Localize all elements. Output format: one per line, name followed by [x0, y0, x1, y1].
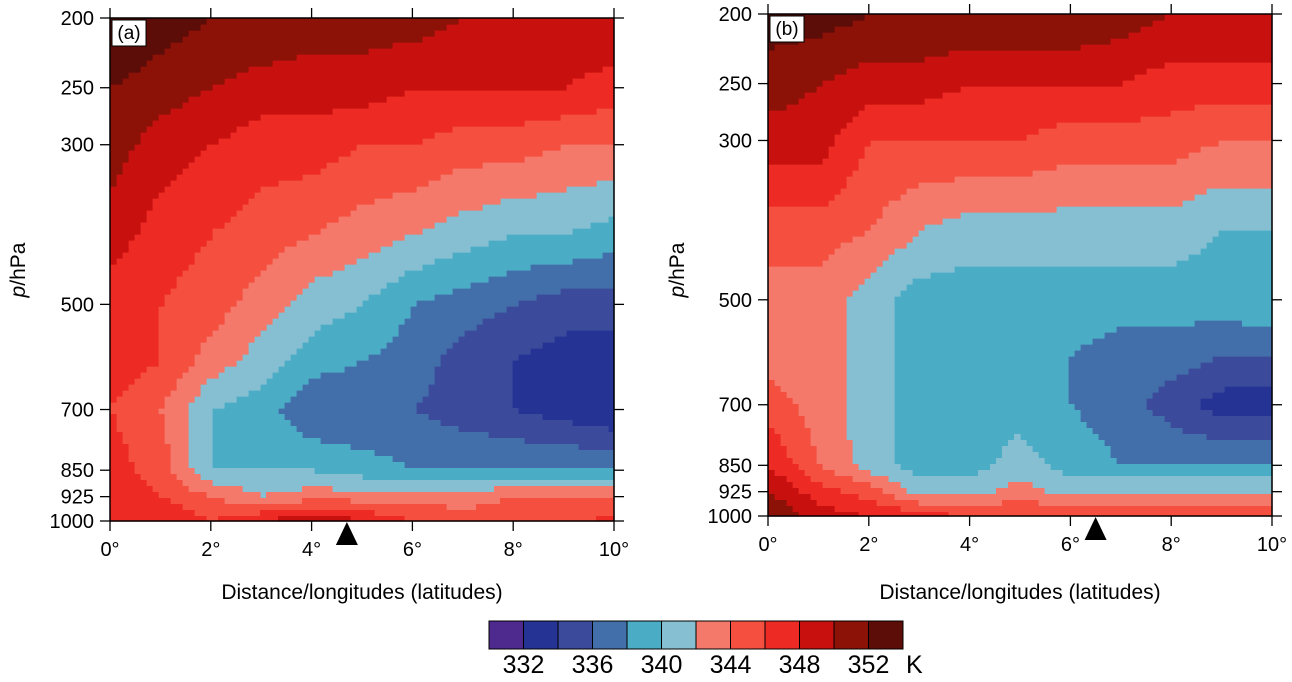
- colorbar-swatch-7: [730, 620, 766, 650]
- panel-a-contour-band-1: [512, 330, 615, 433]
- colorbar-swatch-6: [695, 620, 731, 650]
- panel-a-y-tick-label: 700: [61, 400, 94, 422]
- panel-a-x-tick-label: 10°: [599, 539, 629, 561]
- panel-a-y-tick-label: 200: [61, 8, 94, 30]
- colorbar-label: 348: [779, 651, 821, 679]
- panel-b-x-tick-label: 2°: [859, 534, 878, 556]
- panel-a-y-axis-title-rest: /hPa: [7, 242, 30, 286]
- panel-b-frame: [767, 13, 1273, 517]
- colorbar-labels: 332 336 340 344 348 352: [503, 651, 890, 679]
- panel-b-y-tick-label: 500: [719, 290, 752, 312]
- colorbar-swatch-5: [661, 620, 697, 650]
- panel-b-contour-band-1: [1200, 386, 1273, 417]
- panel-b-y-tick-label: 850: [719, 455, 752, 477]
- panel-b-x-tick-label: 4°: [960, 534, 979, 556]
- panel-b-contour-band-7: [768, 104, 1273, 517]
- colorbar-swatch-10: [833, 620, 869, 650]
- panel-b-contour-band-3: [1068, 320, 1273, 465]
- panel-a-frame: [109, 17, 615, 522]
- panel-a-contour-band-8: [110, 66, 615, 522]
- panel-b-y-axis-title: p/hPa: [666, 242, 689, 298]
- colorbar-unit: K: [906, 651, 923, 679]
- panel-a-contour-band-6: [158, 144, 615, 511]
- panel-b-contours: [768, 14, 1273, 517]
- panel-a-y-tick-label: 1000: [50, 511, 95, 533]
- colorbar-label: 336: [572, 651, 614, 679]
- colorbar-swatch-3: [592, 620, 628, 650]
- colorbar-swatches: [488, 620, 904, 650]
- panel-b-contour-band-5: [846, 188, 1273, 495]
- panel-b-y-tick-label: 1000: [708, 506, 753, 528]
- colorbar: 332 336 340 344 348 352 K: [488, 620, 923, 679]
- panel-b-x-tick-label: 0°: [758, 534, 777, 556]
- panel-b-x-tick-label: 6°: [1061, 534, 1080, 556]
- panel-b-location-marker: [1084, 517, 1107, 540]
- colorbar-label: 332: [503, 651, 545, 679]
- panel-a-y-tick-label: 925: [61, 487, 94, 509]
- panel-b-contour-band-2: [1146, 356, 1273, 441]
- panel-b-contour-band-4: [894, 230, 1273, 477]
- panel-a-contour-band-2: [416, 288, 615, 451]
- panel-a-x-tick-label: 2°: [201, 539, 220, 561]
- panel-a-y-tick-label: 850: [61, 460, 94, 482]
- panel-a-x-axis-title: Distance/longitudes (latitudes): [221, 581, 502, 604]
- panel-a-y-axis-title-italic: p: [7, 286, 30, 299]
- panel-a-y-tick-label: 500: [61, 294, 94, 316]
- panel-a-x-tick-label: 6°: [403, 539, 422, 561]
- colorbar-swatch-4: [626, 620, 662, 650]
- panel-b-y-tick-label: 700: [719, 395, 752, 417]
- panel-a-y-tick-label: 300: [61, 135, 94, 157]
- panel-a-contour-band-10: [110, 18, 459, 187]
- colorbar-label: 352: [848, 651, 890, 679]
- colorbar-swatch-8: [764, 620, 800, 650]
- panel-b-x-axis-title: Distance/longitudes (latitudes): [879, 581, 1160, 604]
- panel-a-y-tick-label: 250: [61, 78, 94, 100]
- panel-a-location-marker: [335, 522, 358, 545]
- panel-b-y-axis-title-italic: p: [666, 286, 689, 299]
- colorbar-label: 344: [710, 651, 752, 679]
- colorbar-swatch-11: [868, 620, 904, 650]
- panel-b-y-axis-title-rest: /hPa: [666, 242, 689, 286]
- panel-a-x-tick-label: 0°: [100, 539, 119, 561]
- panel-b-x-tick-label: 8°: [1162, 534, 1181, 556]
- panel-a-contours: [110, 18, 615, 522]
- colorbar-swatch-1: [523, 620, 559, 650]
- panel-b-contour-band-10: [768, 14, 1165, 517]
- panel-b-x-tick-label: 10°: [1257, 534, 1287, 556]
- panel-b-y-tick-label: 200: [719, 4, 752, 26]
- panel-a-y-axis-title: p/hPa: [7, 242, 30, 298]
- panel-a-x-tick-label: 4°: [302, 539, 321, 561]
- colorbar-swatch-9: [799, 620, 835, 650]
- panel-b-label-box: (b): [769, 15, 805, 43]
- panel-a-label: (a): [117, 23, 140, 44]
- panel-a-label-box: (a): [111, 19, 147, 47]
- panel-a-contour-band-9: [110, 18, 615, 522]
- panel-b-y-tick-label: 250: [719, 74, 752, 96]
- panel-b-y-tick-label: 925: [719, 482, 752, 504]
- panel-b-label: (b): [775, 19, 798, 40]
- panel-a-contour-band-3: [278, 252, 615, 469]
- colorbar-label: 340: [641, 651, 683, 679]
- panel-a-x-tick-label: 8°: [504, 539, 523, 561]
- colorbar-swatch-0: [488, 620, 524, 650]
- panel-a-contour-band-5: [188, 180, 615, 499]
- panel-b-contour-band-6: [768, 140, 1273, 507]
- panel-a-contour-band-4: [212, 216, 615, 481]
- panel-b-y-tick-label: 300: [719, 130, 752, 152]
- colorbar-swatch-2: [557, 620, 593, 650]
